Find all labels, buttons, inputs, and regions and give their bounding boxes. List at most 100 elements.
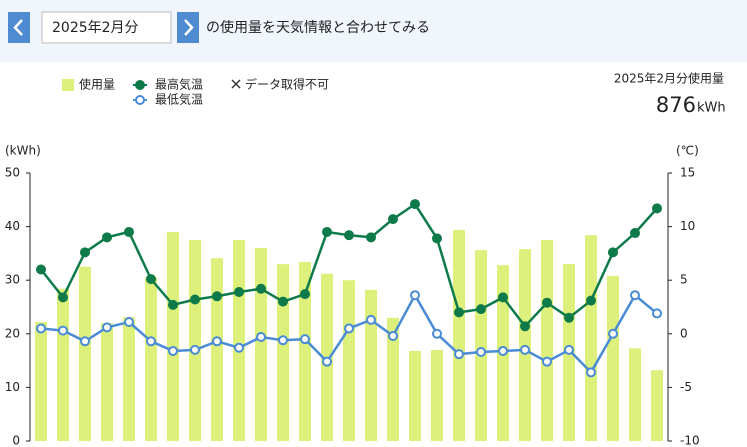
y-tick-label: 20: [5, 326, 20, 340]
marker: [124, 226, 134, 237]
marker: [542, 297, 552, 308]
marker: [410, 199, 420, 210]
bar: [607, 275, 619, 441]
marker: [388, 214, 398, 225]
legend-marker: [135, 95, 145, 105]
marker: [366, 314, 376, 325]
bar: [189, 240, 201, 441]
bar: [409, 350, 421, 441]
bar: [57, 288, 69, 441]
prev-button-bg[interactable]: [8, 12, 30, 43]
legend-label: 使用量: [79, 77, 115, 92]
y2-axis-label: (℃): [676, 144, 699, 158]
y-axis-label: (kWh): [5, 144, 41, 158]
bar: [541, 240, 553, 441]
month-box[interactable]: [41, 11, 172, 44]
marker: [476, 347, 486, 358]
summary-value: 876: [656, 93, 696, 117]
marker: [498, 345, 508, 356]
y2-tick-label: 0: [680, 326, 688, 340]
marker: [586, 367, 596, 378]
marker: [58, 325, 68, 336]
legend-missing: データ取得不可: [245, 77, 329, 92]
bar: [299, 261, 311, 441]
marker: [300, 289, 310, 300]
marker: [630, 290, 640, 301]
marker: [344, 230, 354, 241]
marker: [102, 322, 112, 333]
marker: [102, 232, 112, 243]
legend-marker: [135, 80, 145, 90]
y-tick-label: 40: [5, 219, 20, 233]
missing-icon: [231, 79, 241, 89]
marker: [630, 228, 640, 239]
y-tick-label: 10: [5, 380, 20, 394]
summary-label: 2025年2月分使用量: [614, 71, 724, 86]
marker: [322, 356, 332, 367]
bar: [585, 235, 597, 441]
marker: [520, 321, 530, 332]
legend-label: 最高気温: [155, 77, 203, 92]
bar: [79, 266, 91, 441]
bar: [365, 289, 377, 441]
marker: [608, 247, 618, 258]
marker: [410, 290, 420, 301]
y2-tick-label: 5: [680, 273, 688, 287]
marker: [652, 308, 662, 319]
bar: [475, 250, 487, 441]
marker: [652, 203, 662, 214]
marker: [212, 291, 222, 302]
prev-icon[interactable]: [13, 19, 23, 36]
marker: [212, 336, 222, 347]
marker: [454, 307, 464, 318]
summary-unit: kWh: [697, 101, 726, 116]
bar: [123, 317, 135, 441]
bar: [277, 264, 289, 441]
marker: [564, 344, 574, 355]
y2-tick-label: -5: [680, 380, 692, 394]
marker: [190, 294, 200, 305]
bar: [651, 370, 663, 441]
marker: [168, 345, 178, 356]
marker: [432, 233, 442, 244]
bar: [167, 231, 179, 441]
marker: [344, 323, 354, 334]
marker: [80, 247, 90, 258]
bar: [35, 322, 47, 441]
marker: [454, 349, 464, 360]
marker: [36, 264, 46, 275]
marker: [564, 312, 574, 323]
bar: [255, 248, 267, 441]
bar: [233, 240, 245, 441]
marker: [168, 299, 178, 310]
bar: [387, 317, 399, 441]
month-text: 2025年2月分: [52, 20, 139, 36]
prev-button[interactable]: [8, 12, 30, 43]
marker: [234, 286, 244, 297]
marker: [190, 344, 200, 355]
legend-label: 最低気温: [155, 92, 203, 107]
next-button-bg[interactable]: [177, 12, 199, 43]
y2-tick-label: 10: [680, 219, 695, 233]
y2-tick-label: 15: [680, 166, 695, 180]
marker: [278, 296, 288, 307]
y-tick-label: 0: [12, 434, 20, 447]
marker: [146, 336, 156, 347]
marker: [146, 274, 156, 285]
bar: [629, 348, 641, 441]
caption: の使用量を天気情報と合わせてみる: [206, 19, 430, 36]
next-icon[interactable]: [184, 19, 194, 36]
marker: [432, 328, 442, 339]
marker: [586, 295, 596, 306]
marker: [476, 304, 486, 315]
marker: [608, 328, 618, 339]
bar: [101, 323, 113, 441]
legend-swatch: [62, 79, 74, 91]
next-button[interactable]: [177, 12, 199, 43]
marker: [300, 334, 310, 345]
y-tick-label: 50: [5, 166, 20, 180]
marker: [366, 232, 376, 243]
marker: [498, 292, 508, 303]
